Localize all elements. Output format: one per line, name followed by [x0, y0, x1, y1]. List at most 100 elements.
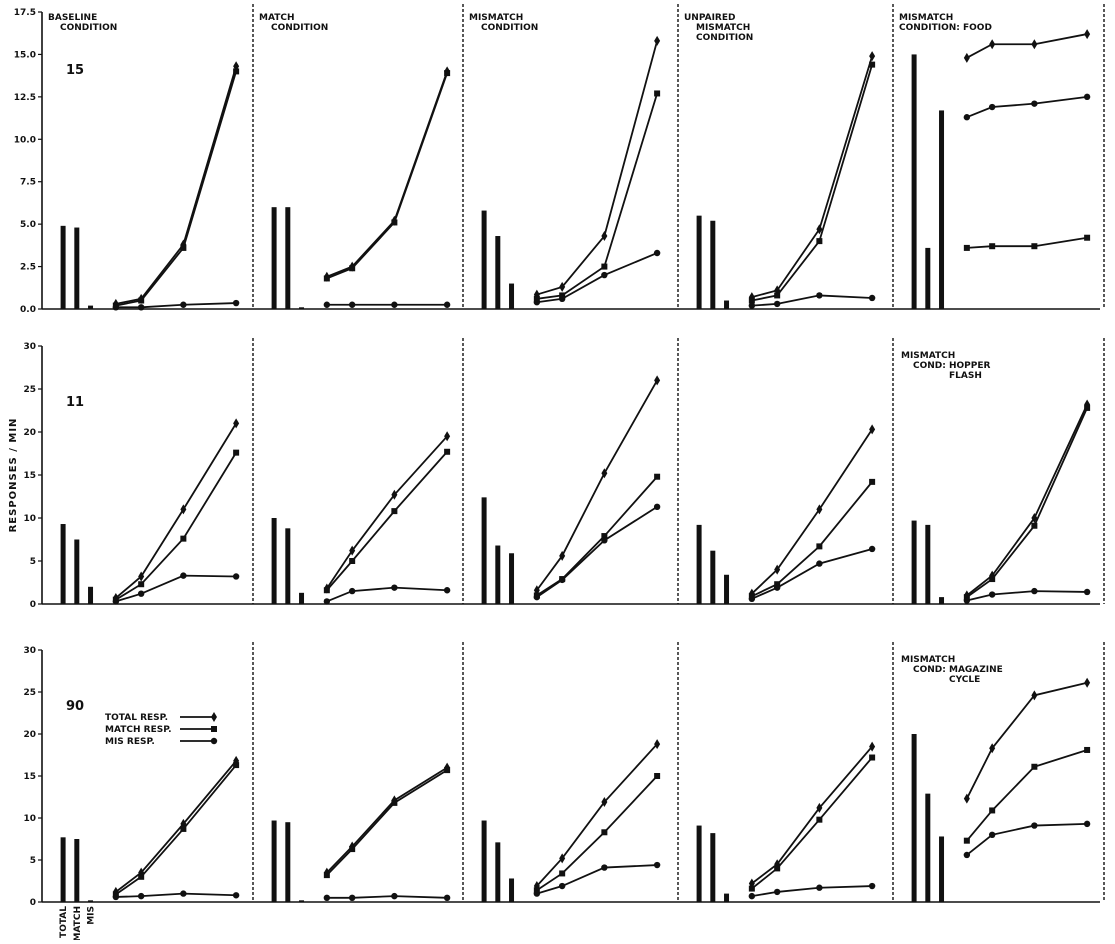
- bar-category-label: TOTAL: [59, 906, 69, 938]
- point-total-resp: [869, 424, 876, 435]
- series-line-mis-resp: [536, 506, 658, 598]
- point-match-resp: [989, 243, 996, 250]
- point-total-resp: [816, 504, 823, 515]
- series-line-match-resp: [751, 64, 873, 302]
- point-match-resp: [444, 767, 451, 774]
- point-match-resp: [391, 508, 398, 515]
- point-mis-resp: [1083, 820, 1091, 828]
- point-total-resp: [654, 35, 661, 46]
- point-mis-resp: [963, 114, 971, 121]
- point-match-resp: [601, 533, 608, 540]
- series-line-total-resp: [751, 55, 873, 298]
- point-match-resp: [233, 762, 240, 769]
- y-tick-label: 15.0: [14, 50, 36, 60]
- point-mis-resp: [963, 597, 971, 604]
- point-mis-resp: [348, 587, 356, 595]
- legend-label: MIS RESP.: [105, 737, 155, 747]
- point-mis-resp: [773, 888, 781, 896]
- point-match-resp: [748, 885, 755, 892]
- point-total-resp: [601, 797, 608, 808]
- point-match-resp: [654, 90, 661, 97]
- y-tick-label: 15: [23, 772, 36, 782]
- y-tick-label: 30: [23, 646, 36, 656]
- point-total-resp: [559, 550, 566, 561]
- point-match-resp: [963, 244, 970, 251]
- series-line-match-resp: [536, 93, 658, 300]
- point-total-resp: [816, 224, 823, 235]
- series-line-match-resp: [115, 452, 237, 601]
- y-tick-label: 10.0: [14, 135, 36, 145]
- panel-title: MATCH: [259, 13, 295, 23]
- y-axis-label: RESPONSES / MIN: [8, 418, 19, 533]
- legend-marker-square: [211, 726, 217, 732]
- bar-total: [911, 734, 917, 902]
- bar-mis: [724, 300, 730, 309]
- point-match-resp: [1084, 404, 1091, 411]
- bar-total: [481, 210, 487, 309]
- subject-label: 11: [66, 395, 84, 410]
- point-match-resp: [323, 587, 330, 594]
- point-match-resp: [349, 846, 356, 853]
- series-line-mis-resp: [751, 548, 873, 600]
- point-match-resp: [138, 873, 145, 880]
- bar-match: [495, 236, 501, 309]
- point-match-resp: [138, 581, 145, 588]
- y-tick-label: 17.5: [14, 8, 36, 18]
- point-mis-resp: [988, 591, 996, 598]
- bar-mis: [509, 553, 515, 604]
- series-line-total-resp: [536, 379, 658, 591]
- series-line-match-resp: [536, 476, 658, 597]
- series-line-mis-resp: [536, 252, 658, 304]
- point-total-resp: [559, 281, 566, 292]
- point-match-resp: [869, 478, 876, 485]
- series-line-match-resp: [966, 236, 1088, 249]
- bar-total: [481, 497, 487, 604]
- point-mis-resp: [748, 595, 756, 603]
- point-total-resp: [1084, 677, 1091, 688]
- point-mis-resp: [112, 598, 120, 605]
- panel-title: CONDITION: [271, 23, 328, 33]
- y-tick-label: 10: [23, 514, 36, 524]
- point-match-resp: [869, 754, 876, 761]
- series-line-match-resp: [326, 769, 448, 876]
- y-tick-label: 5.0: [20, 220, 36, 230]
- bar-mis: [509, 283, 515, 309]
- series-line-mis-resp: [966, 95, 1088, 119]
- point-mis-resp: [868, 294, 876, 302]
- series-line-mis-resp: [751, 885, 873, 898]
- point-mis-resp: [391, 892, 398, 900]
- point-mis-resp: [1083, 93, 1091, 101]
- series-line-total-resp: [536, 40, 658, 296]
- bar-total: [271, 820, 277, 902]
- point-mis-resp: [601, 537, 608, 544]
- panel-title: CONDITION: [696, 33, 753, 43]
- y-tick-label: 20: [23, 730, 36, 740]
- point-total-resp: [138, 571, 145, 582]
- series-line-mis-resp: [751, 294, 873, 307]
- subject-label: 90: [66, 699, 84, 714]
- point-match-resp: [138, 297, 145, 304]
- point-mis-resp: [601, 271, 608, 279]
- point-mis-resp: [963, 851, 971, 859]
- bar-match: [925, 247, 931, 309]
- point-match-resp: [816, 543, 823, 550]
- bar-mis: [299, 307, 305, 309]
- point-total-resp: [869, 741, 876, 752]
- bar-total: [271, 207, 277, 309]
- series-line-total-resp: [751, 746, 873, 885]
- bar-match: [285, 207, 291, 309]
- point-match-resp: [559, 292, 566, 299]
- point-mis-resp: [653, 503, 661, 511]
- point-match-resp: [774, 581, 781, 588]
- y-tick-label: 5: [30, 856, 36, 866]
- bar-total: [271, 518, 277, 604]
- y-tick-label: 25: [23, 385, 36, 395]
- point-match-resp: [774, 865, 781, 872]
- point-mis-resp: [232, 299, 240, 307]
- bar-match: [495, 842, 501, 902]
- point-mis-resp: [868, 545, 876, 553]
- bar-mis: [939, 110, 945, 309]
- point-mis-resp: [137, 304, 145, 311]
- series-line-mis-resp: [966, 822, 1088, 856]
